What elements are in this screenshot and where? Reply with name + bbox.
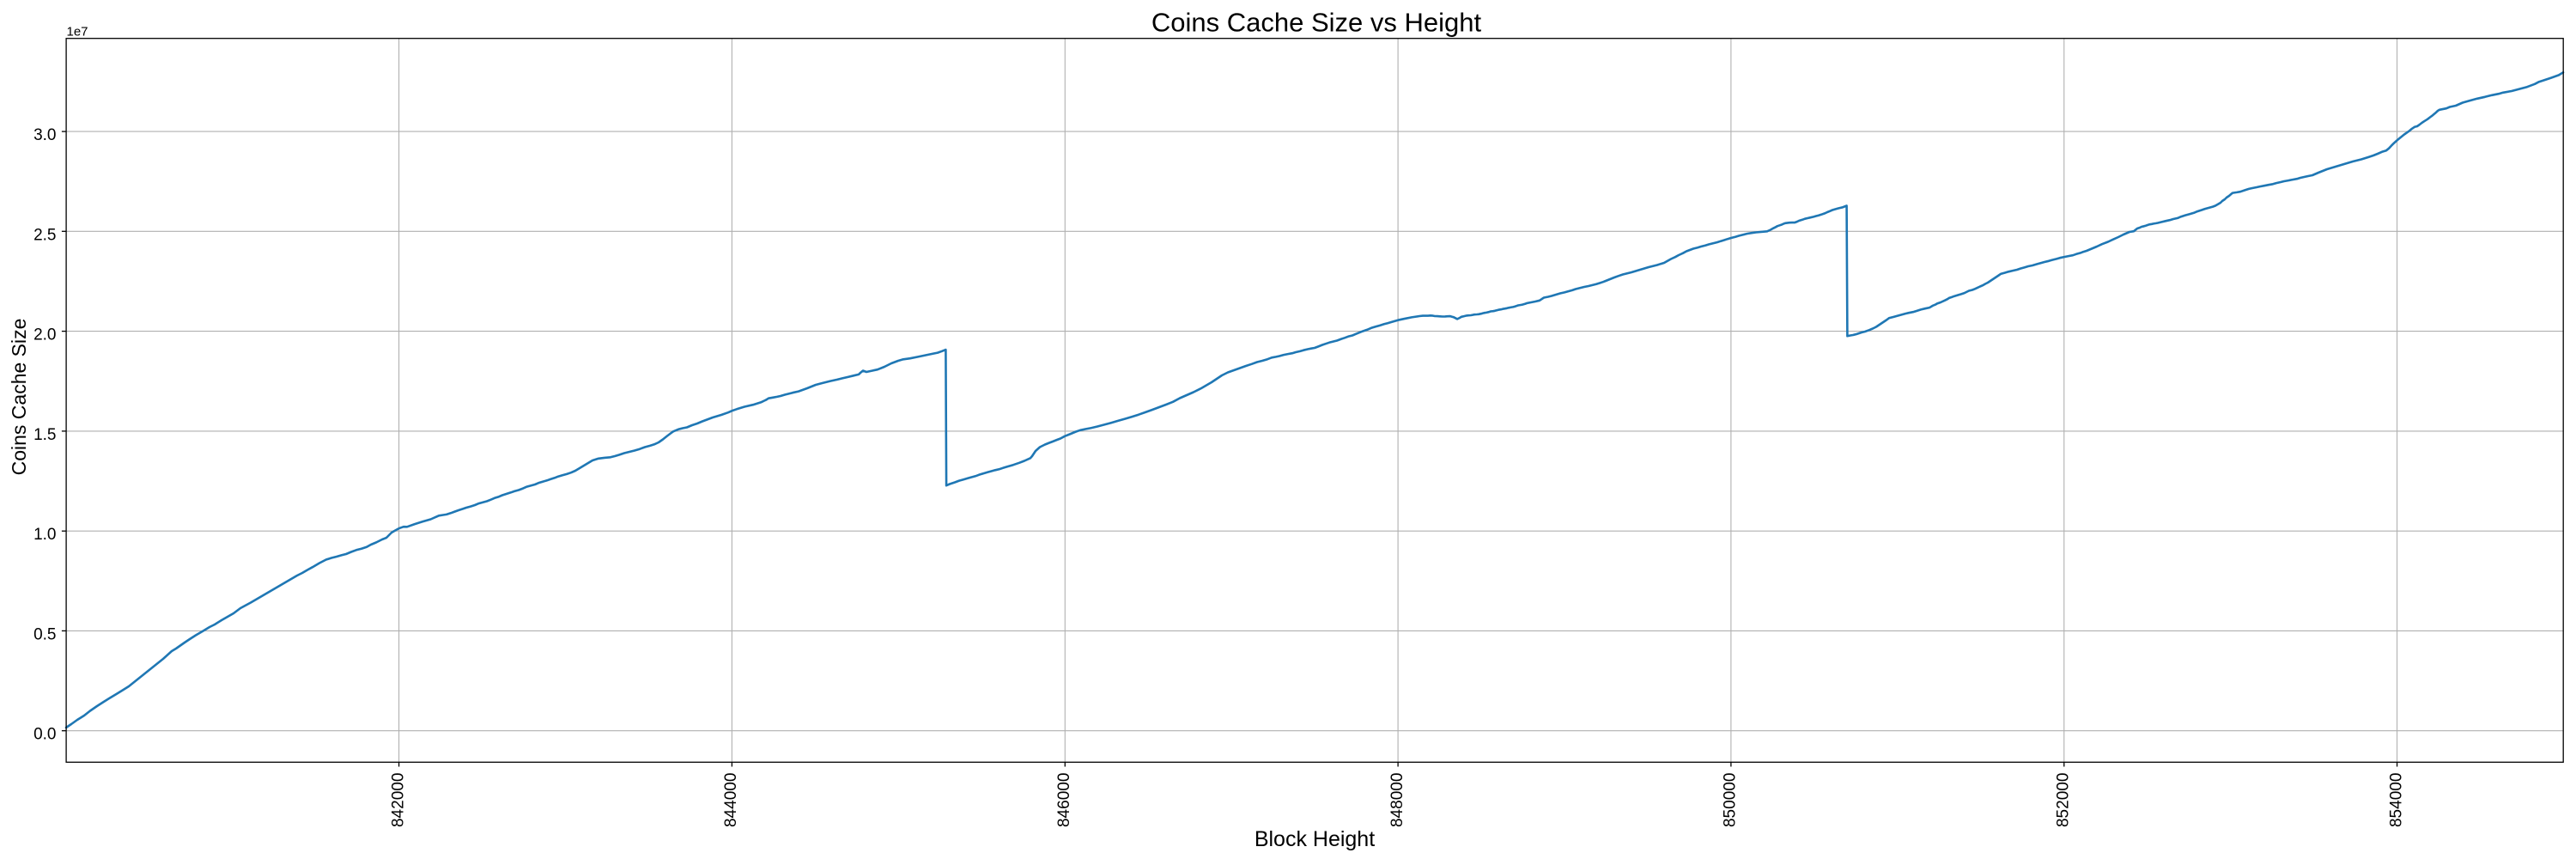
svg-text:Coins Cache Size: Coins Cache Size (8, 319, 30, 476)
svg-text:0.5: 0.5 (33, 625, 56, 643)
svg-text:Coins Cache Size vs Height: Coins Cache Size vs Height (1151, 8, 1482, 38)
svg-text:848000: 848000 (1388, 773, 1406, 827)
svg-text:852000: 852000 (2055, 773, 2073, 827)
svg-text:Block Height: Block Height (1255, 827, 1375, 851)
svg-text:842000: 842000 (389, 773, 407, 827)
svg-text:1.5: 1.5 (33, 426, 56, 444)
svg-text:2.5: 2.5 (33, 226, 56, 244)
svg-text:844000: 844000 (722, 773, 740, 827)
svg-text:850000: 850000 (1722, 773, 1740, 827)
svg-text:3.0: 3.0 (33, 126, 56, 144)
svg-text:2.0: 2.0 (33, 326, 56, 344)
svg-text:1e7: 1e7 (67, 25, 88, 40)
svg-text:0.0: 0.0 (33, 726, 56, 744)
svg-text:846000: 846000 (1055, 773, 1073, 827)
svg-text:1.0: 1.0 (33, 526, 56, 544)
svg-text:854000: 854000 (2387, 773, 2405, 827)
